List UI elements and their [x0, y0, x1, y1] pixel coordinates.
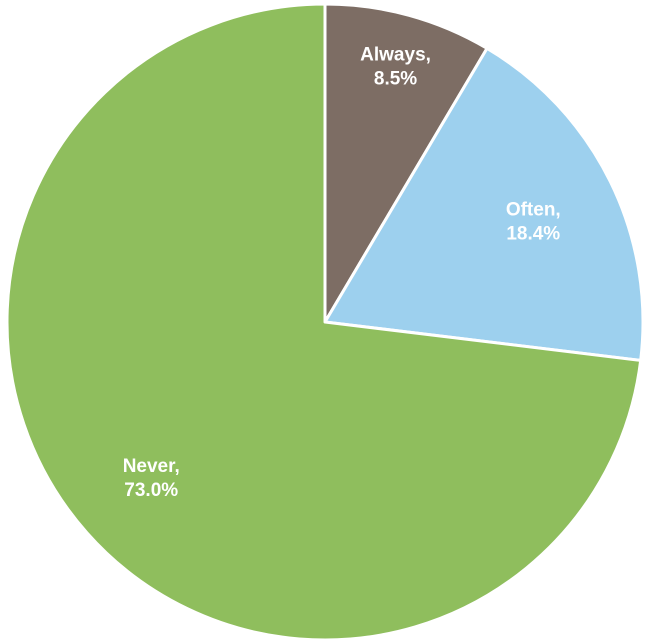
pie-label-category: Always,: [360, 44, 431, 65]
pie-label-category: Never,: [123, 456, 180, 477]
pie-label-category: Often,: [506, 199, 561, 220]
pie-slice-always: [323, 2, 489, 324]
pie-label-always: Always, 8.5%: [360, 44, 431, 89]
pie-labels: Always, 8.5% Often, 18.4% Never, 73.0%: [123, 44, 561, 501]
pie-label-often: Often, 18.4%: [506, 199, 561, 244]
pie-label-value: 73.0%: [124, 480, 178, 501]
pie-slices: [5, 2, 645, 642]
pie-label-value: 8.5%: [374, 68, 417, 89]
pie-label-value: 18.4%: [506, 223, 560, 244]
pie-slice-never: [5, 2, 643, 642]
pie-label-never: Never, 73.0%: [123, 456, 180, 501]
pie-slice-often: [323, 46, 645, 362]
